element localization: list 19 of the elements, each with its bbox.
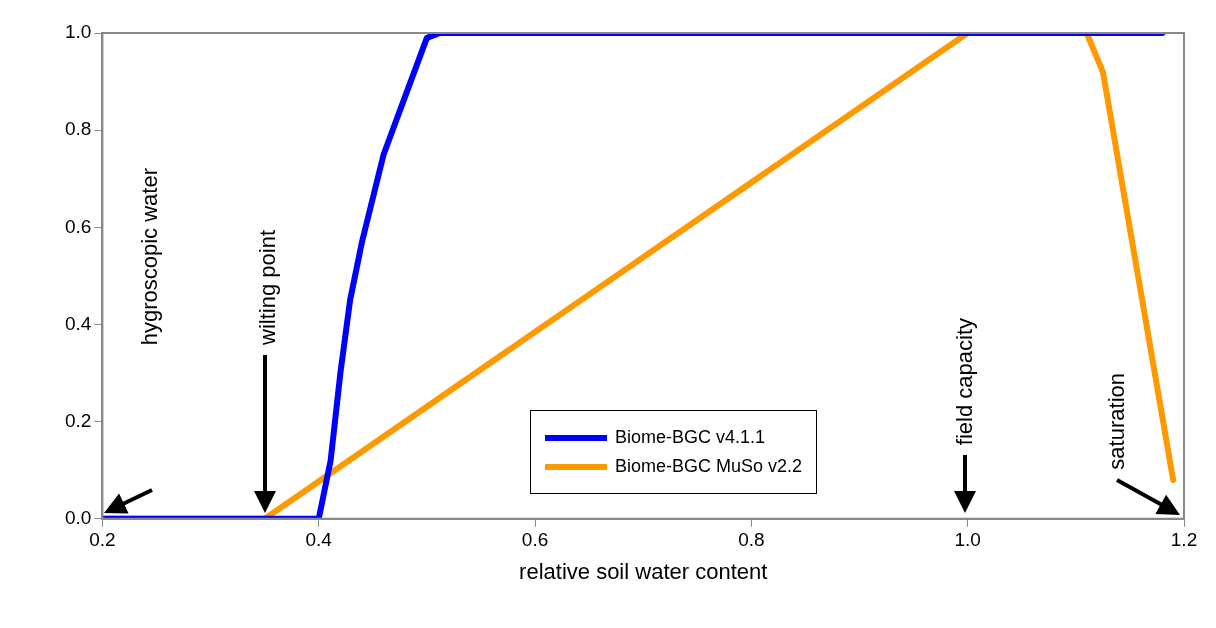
x-tick-label: 0.4 [305,529,333,551]
y-tick-label: 0.8 [64,118,92,140]
x-tick-label: 1.0 [954,529,981,551]
x-tick-label: 0.2 [89,529,116,551]
x-axis-title: relative soil water content [519,558,768,584]
y-tick-label: 0.6 [64,215,92,237]
legend-label: Biome-BGC v4.1.1 [615,427,766,448]
y-tick-label: 0.2 [64,409,92,431]
y-tick-label: 0.0 [64,507,92,529]
y-tick-label: 1.0 [64,21,92,43]
annotation: wilting point [255,230,280,345]
x-tick-label: 0.6 [521,529,549,551]
x-tick-label: 0.8 [738,529,765,551]
y-tick-label: 0.4 [64,312,92,334]
x-tick-label: 1.2 [1170,529,1198,551]
annotation: field capacity [952,317,977,445]
annotation: hygroscopic water [137,167,162,345]
annotation: saturation [1104,373,1129,470]
legend-label: Biome-BGC MuSo v2.2 [615,456,803,477]
